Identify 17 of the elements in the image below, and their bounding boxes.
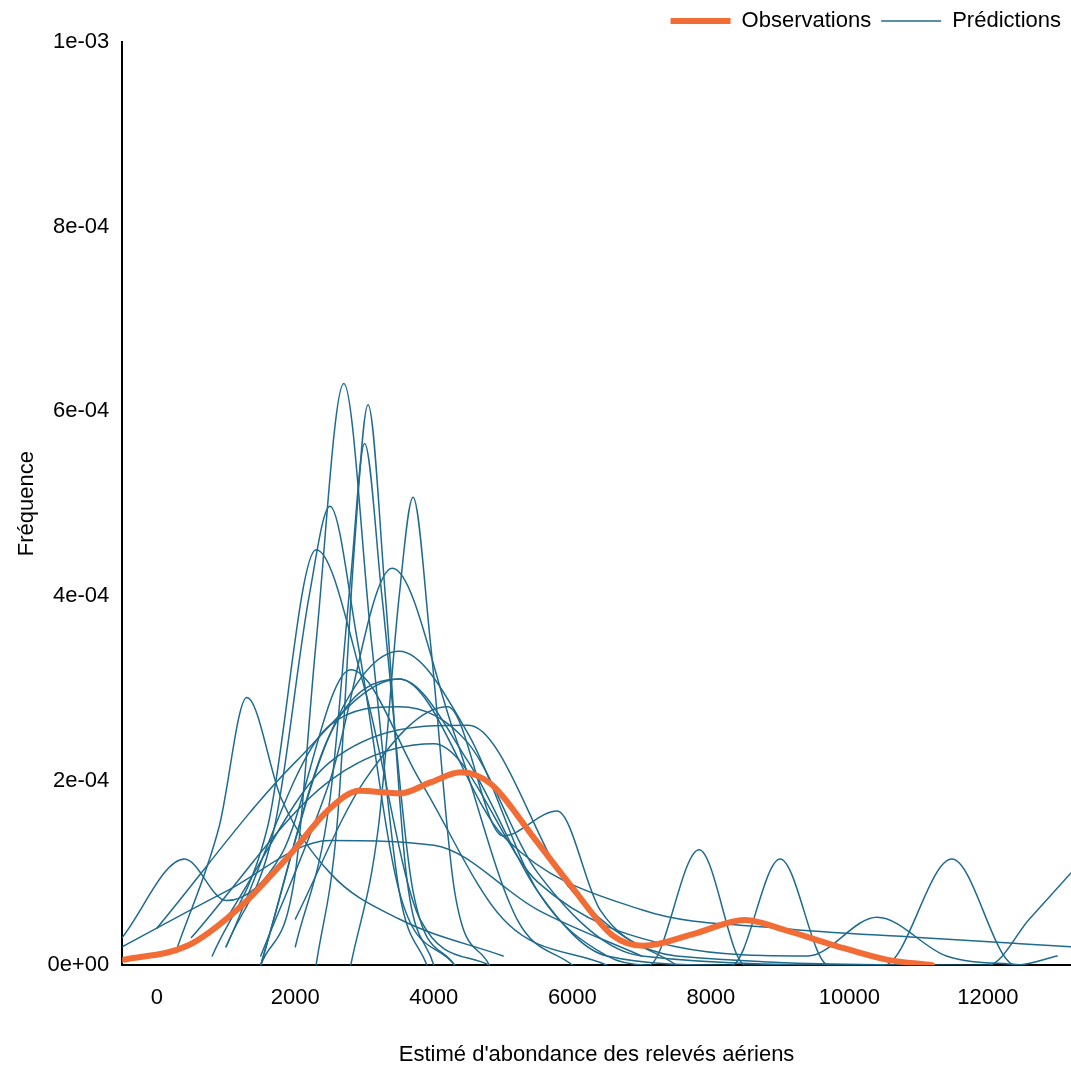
x-tick-label: 10000 bbox=[818, 984, 880, 1010]
legend-label: Prédictions bbox=[952, 7, 1062, 33]
x-tick-label: 2000 bbox=[270, 984, 320, 1010]
y-tick-label: 4e-04 bbox=[52, 581, 110, 607]
y-axis-title: Fréquence bbox=[13, 451, 39, 557]
x-tick-label: 6000 bbox=[547, 984, 597, 1010]
legend-label: Observations bbox=[741, 7, 872, 33]
y-tick-label: 1e-03 bbox=[52, 28, 110, 54]
y-tick-label: 8e-04 bbox=[52, 212, 110, 238]
y-tick-label: 0e+00 bbox=[47, 951, 110, 977]
x-tick-label: 0 bbox=[150, 984, 163, 1010]
x-tick-label: 12000 bbox=[957, 984, 1019, 1010]
x-tick-label: 8000 bbox=[686, 984, 736, 1010]
x-axis-title: Estimé d'abondance des relevés aériens bbox=[398, 1040, 795, 1066]
y-tick-label: 6e-04 bbox=[52, 397, 110, 423]
y-tick-label: 2e-04 bbox=[52, 766, 110, 792]
x-tick-label: 4000 bbox=[409, 984, 459, 1010]
